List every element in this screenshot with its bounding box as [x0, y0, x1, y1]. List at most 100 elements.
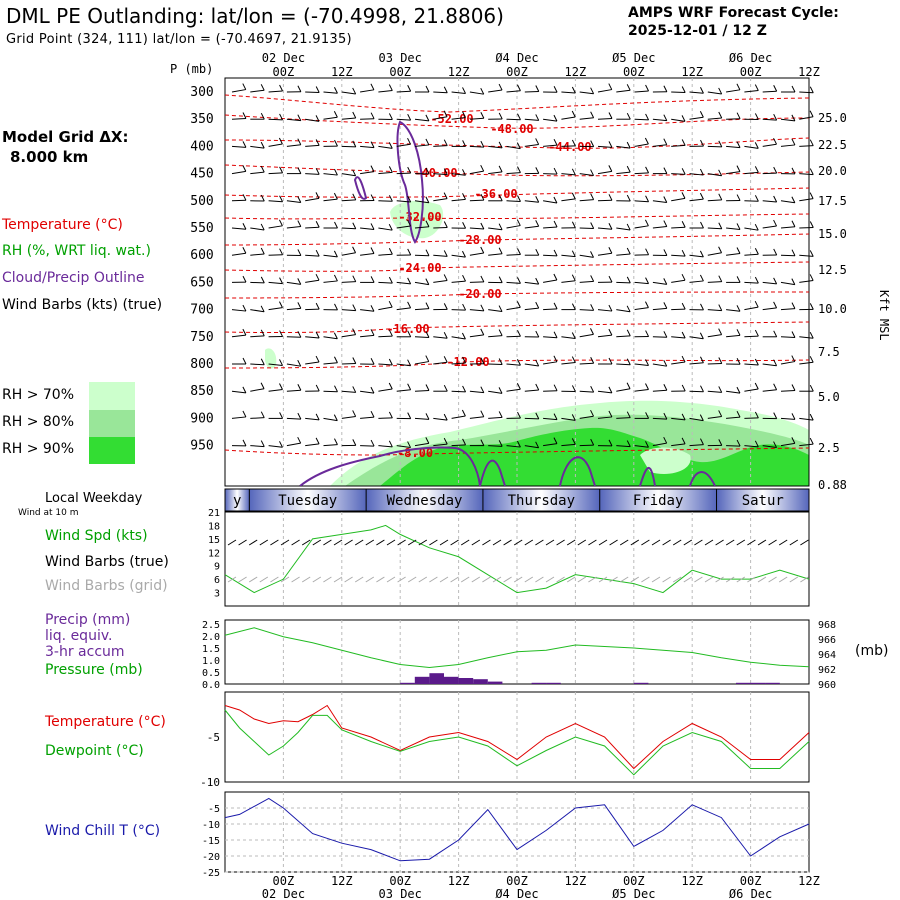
wind-barb-shaft — [469, 170, 484, 175]
wind-barb-flag — [681, 86, 686, 93]
precip-label: Precip (mm) liq. equiv. 3-hr accum — [45, 612, 130, 660]
wind-barb-shaft — [616, 89, 631, 93]
wind-barb-flag — [388, 329, 393, 337]
wind-barb-flag — [516, 84, 521, 92]
wind-barb-shaft — [231, 390, 246, 394]
wind-barb-flag — [809, 192, 814, 199]
wind-barb-flag — [718, 222, 723, 229]
wind-barb-shaft — [799, 198, 814, 202]
wind-barb-flag — [260, 440, 265, 447]
wind-barb-grid — [651, 576, 661, 583]
wind-barb-shaft — [451, 280, 466, 283]
wind-barb-grid — [227, 576, 237, 583]
wind-barb-flag — [553, 302, 558, 310]
wind-barb-shaft — [707, 390, 722, 393]
wind-barb-shaft — [469, 309, 484, 312]
wind-barb-shaft — [616, 171, 631, 175]
wind-barb-shaft — [744, 363, 759, 366]
wind-barb-shaft — [433, 336, 448, 339]
wind-barb-shaft — [671, 197, 686, 202]
wind-barb-grid — [301, 576, 311, 583]
wind-barb-grid — [482, 576, 491, 583]
wind-barb-shaft — [561, 173, 576, 176]
wind-barb-shaft — [579, 280, 594, 283]
wind-barb-flag — [315, 221, 320, 228]
wind-barb-grid — [450, 576, 459, 583]
wind-barb-flag — [773, 113, 778, 121]
wind-barb-flag — [370, 410, 375, 418]
wind-barb-flag — [260, 247, 265, 255]
wind-barb-flag — [754, 440, 759, 448]
wind-barb-flag — [480, 140, 485, 148]
pressure-label: Pressure (mb) — [45, 662, 143, 678]
wind-barb-shaft — [799, 417, 814, 421]
temp-ytick: -5 — [207, 731, 220, 744]
wind-barb-shaft — [543, 417, 558, 421]
wind-barb-shaft — [323, 173, 338, 176]
pressure-tick-label: 950 — [190, 439, 213, 454]
wind-barb-shaft — [231, 416, 246, 419]
wind-barb-true — [482, 539, 491, 546]
wind-barb-shaft — [433, 361, 448, 365]
wind-barb-flag — [663, 436, 668, 444]
wind-barb-flag — [517, 113, 521, 120]
bottom-hour-label: 12Z — [448, 874, 470, 888]
top-hour-label: 00Z — [389, 65, 411, 79]
wind-note: Wind at 10 m — [18, 508, 79, 518]
wind-barb-flag — [571, 356, 576, 363]
wind-barb-flag — [681, 384, 686, 392]
wind-barb-flag — [352, 222, 357, 229]
wind-barb-flag — [425, 85, 430, 93]
wind-barb-shaft — [323, 444, 338, 447]
wind-barb-shaft — [414, 144, 429, 147]
wind-barb-shaft — [506, 388, 521, 392]
temp-ytick: -10 — [200, 776, 220, 789]
wind-barb-shaft — [780, 417, 796, 420]
wind-barb-flag — [425, 413, 430, 420]
pressure-tick-label: 400 — [190, 139, 213, 154]
wind-barb-flag — [498, 276, 503, 283]
wind-barb-shaft — [360, 416, 375, 419]
wind-barb-shaft — [488, 335, 503, 338]
wind-barb-flag — [809, 86, 814, 93]
wind-barb-true — [641, 539, 650, 546]
wind-barb-shaft — [671, 361, 686, 365]
wind-barb-flag — [333, 250, 338, 258]
wind-barb-shaft — [323, 362, 338, 365]
wind-barb-flag — [297, 196, 302, 203]
legend-rh90-label: RH > 90% — [2, 441, 75, 457]
wind-barb-flag — [736, 223, 741, 230]
wind-barb-true — [715, 539, 724, 546]
wind-barb-flag — [279, 195, 284, 203]
contour-40 — [225, 164, 809, 177]
wind-barbs-true-label: Wind Barbs (true) — [45, 554, 169, 570]
wind-barb-shaft — [414, 308, 430, 311]
wind-barb-shaft — [305, 173, 320, 175]
pressure-tick-label: 650 — [190, 275, 213, 290]
wind-barb-flag — [681, 115, 686, 122]
wind-barb-flag — [535, 277, 540, 285]
precip-bar — [750, 682, 766, 684]
pressure-tick-label: 350 — [190, 112, 213, 127]
top-date-label: Ø5 Dec — [612, 51, 655, 65]
wind-barb-flag — [462, 438, 467, 446]
wind-barb-flag — [425, 167, 430, 175]
wind-ytick: 15 — [208, 535, 220, 546]
wind-barb-grid — [323, 576, 332, 583]
wind-barb-shaft — [780, 200, 795, 204]
wind-barb-flag — [388, 113, 393, 120]
wind-barb-shaft — [762, 445, 777, 449]
bottom-hour-label: 12Z — [681, 874, 703, 888]
cloud-outline-low — [299, 446, 716, 486]
wind-barb-grid — [715, 576, 724, 583]
wind-barb-true — [619, 539, 629, 546]
wind-barb-flag — [498, 247, 503, 254]
wind-barb-shaft — [671, 279, 686, 283]
precip-bar — [736, 682, 751, 684]
wind-barb-flag — [681, 355, 686, 363]
wind-barb-shaft — [488, 309, 503, 313]
wind-barb-flag — [590, 193, 595, 200]
wind-barb-true — [238, 539, 247, 546]
wind-barb-flag — [663, 220, 668, 227]
wind-barb-shaft — [671, 144, 686, 147]
